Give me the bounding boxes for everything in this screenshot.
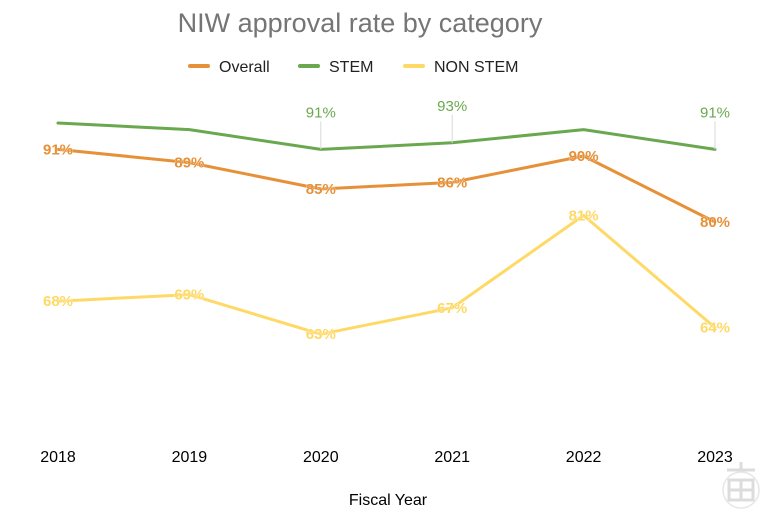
data-label-overall: 89%	[174, 155, 204, 172]
data-label-overall: 85%	[306, 181, 336, 198]
chart-title: NIW approval rate by category	[178, 8, 543, 38]
series-line-non-stem	[56, 213, 717, 336]
x-tick-label: 2020	[303, 449, 339, 466]
legend-label-stem: STEM	[329, 59, 373, 76]
legend-label-overall: Overall	[219, 59, 270, 76]
data-label-overall: 91%	[43, 141, 73, 158]
data-label-stem: 91%	[306, 104, 336, 121]
data-label-non-stem: 64%	[700, 320, 730, 337]
series-layer	[56, 121, 717, 336]
x-tick-label: 2018	[40, 449, 76, 466]
series-line-stem	[56, 121, 717, 151]
data-label-overall: 90%	[569, 148, 599, 165]
x-tick-label: 2023	[697, 449, 733, 466]
legend-label-non-stem: NON STEM	[434, 59, 518, 76]
data-label-overall: 80%	[700, 214, 730, 231]
watermark-logo-icon	[722, 462, 760, 509]
x-axis-label: Fiscal Year	[349, 492, 428, 509]
data-label-non-stem: 69%	[174, 287, 204, 304]
legend: Overall STEM NON STEM	[188, 59, 518, 76]
x-tick-label: 2019	[172, 449, 208, 466]
data-label-stem: 91%	[700, 104, 730, 121]
data-label-non-stem: 67%	[437, 300, 467, 317]
data-label-stem: 93%	[437, 98, 467, 115]
data-label-non-stem: 81%	[569, 207, 599, 224]
x-tick-label: 2021	[434, 449, 470, 466]
x-axis: 2018 2019 2020 2021 2022 2023	[40, 449, 733, 466]
data-label-non-stem: 68%	[43, 293, 73, 310]
data-label-non-stem: 63%	[306, 326, 336, 343]
data-label-overall: 86%	[437, 174, 467, 191]
x-tick-label: 2022	[566, 449, 602, 466]
series-line-overall	[56, 147, 717, 224]
data-label-layer: 91% 89% 85% 86% 90% 80% 91% 93% 91% 68% 69% 63% 67% 8…	[43, 98, 731, 344]
